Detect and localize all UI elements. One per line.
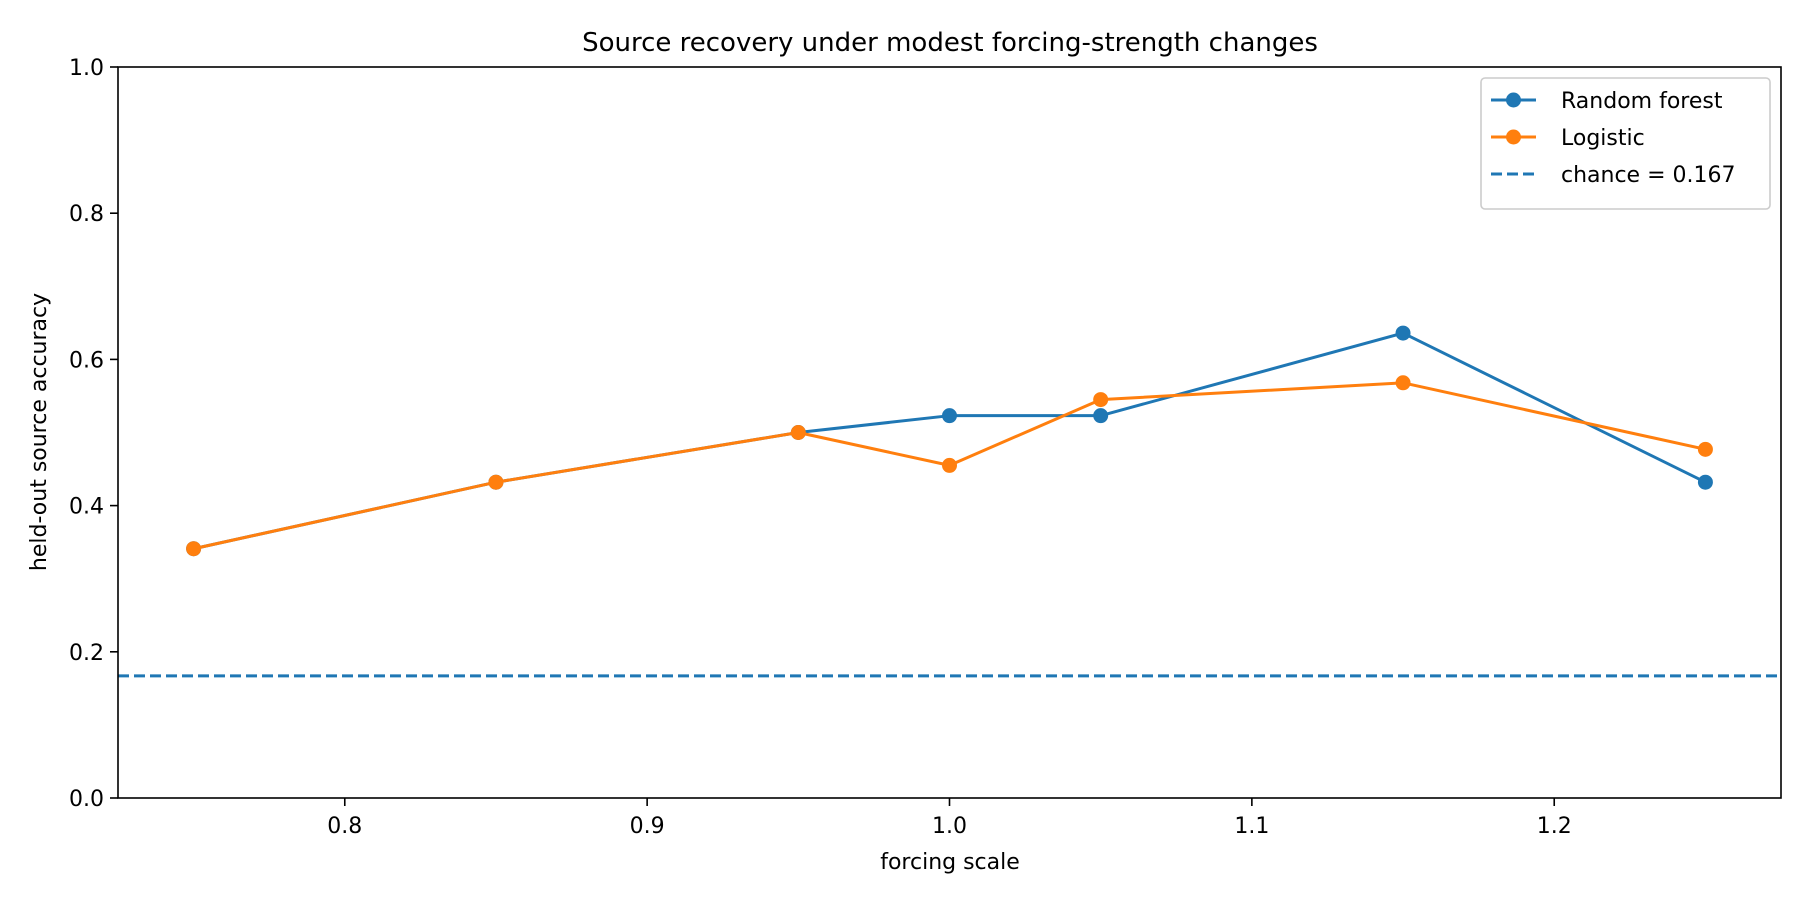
logistic-point (942, 457, 957, 473)
y-tick-label: 0.0 (69, 787, 104, 812)
y-tick-label: 0.4 (69, 495, 104, 520)
plot-area (118, 325, 1781, 678)
y-axis-label: held-out source accuracy (27, 293, 52, 571)
x-tick-label: 1.1 (1234, 814, 1269, 839)
logistic-point (1093, 392, 1109, 408)
logistic-point (488, 474, 504, 490)
legend: Random forest Logistic chance = 0.167 (1480, 77, 1771, 210)
x-tick-label: 0.9 (630, 814, 665, 839)
y-tick-label: 0.6 (69, 348, 104, 373)
random-forest-point (1395, 325, 1411, 341)
x-axis-label: forcing scale (880, 850, 1020, 875)
y-tick-label: 0.8 (69, 202, 104, 227)
random-forest-point (1697, 474, 1713, 490)
logistic-point (1697, 441, 1713, 457)
y-tick-label: 0.2 (69, 641, 104, 666)
random-forest-series-line (193, 331, 1707, 551)
logistic-point (790, 425, 806, 440)
random-forest-point (1093, 408, 1109, 424)
x-tick-label: 1.2 (1537, 814, 1572, 839)
axes: 0.8 0.9 1.0 1.1 1.2 0.0 0.2 0.4 0.6 0.8 1.0 (69, 56, 1572, 839)
legend-label: Logistic (1561, 126, 1645, 151)
random-forest-point (942, 408, 957, 424)
chart-title: Source recovery under modest forcing-str… (582, 28, 1318, 58)
x-tick-label: 0.8 (327, 814, 362, 839)
y-tick-label: 1.0 (69, 56, 104, 81)
x-tick-label: 1.0 (932, 814, 967, 839)
legend-box (1480, 77, 1771, 210)
legend-label: chance = 0.167 (1561, 163, 1736, 188)
legend-marker-logistic (1506, 129, 1521, 145)
logistic-point (1395, 375, 1411, 391)
legend-label: Random forest (1561, 89, 1723, 114)
legend-marker-random-forest (1506, 92, 1521, 108)
logistic-point (186, 541, 202, 557)
